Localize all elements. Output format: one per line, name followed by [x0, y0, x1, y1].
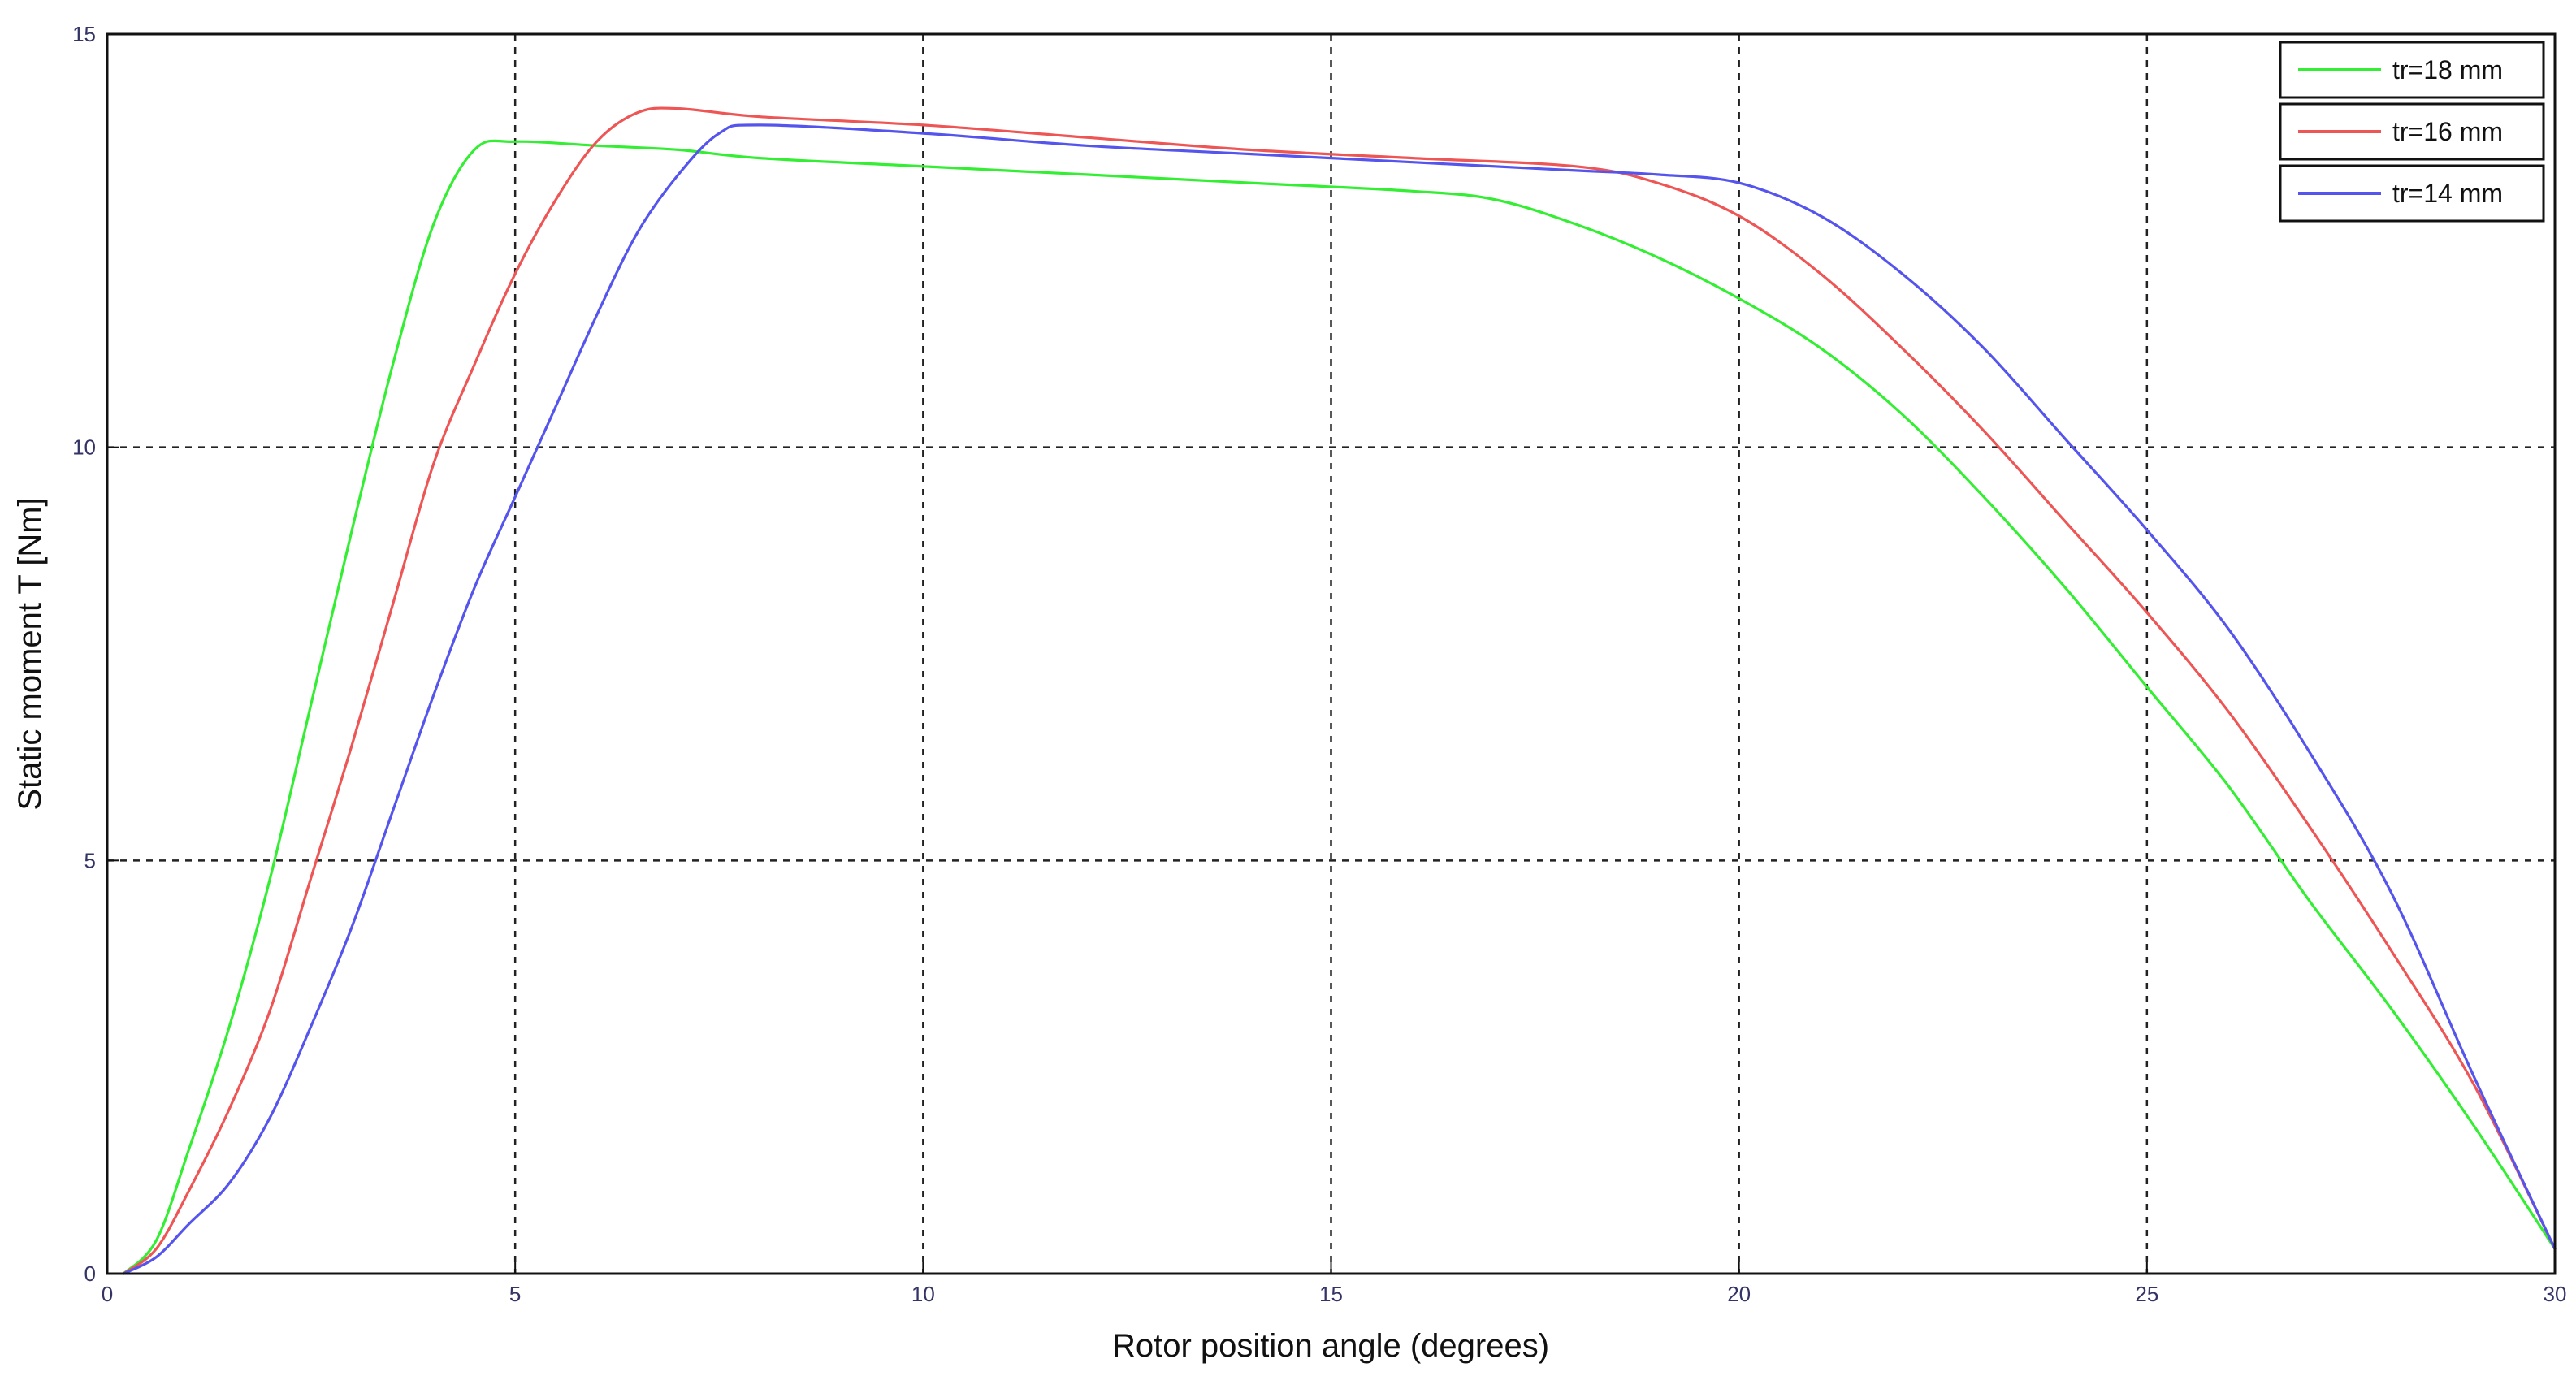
x-tick-label: 15 [1319, 1282, 1343, 1306]
y-tick-label: 15 [72, 22, 96, 46]
series-line-tr-14-mm [122, 123, 2557, 1275]
legend-label: tr=14 mm [2392, 179, 2503, 208]
series-line-tr-16-mm [122, 106, 2557, 1275]
legend: tr=18 mm tr=16 mm tr=14 mm [2279, 41, 2545, 223]
x-tick-label: 0 [102, 1282, 113, 1306]
legend-entry: tr=16 mm [2279, 102, 2545, 161]
y-tick-label: 0 [84, 1261, 96, 1286]
legend-label: tr=16 mm [2392, 117, 2503, 146]
y-tick-label: 10 [72, 435, 96, 460]
x-axis-title: Rotor position angle (degrees) [1112, 1328, 1549, 1364]
series-line-tr-18-mm [122, 139, 2557, 1275]
x-tick-label: 20 [1727, 1282, 1751, 1306]
legend-box [2279, 102, 2545, 161]
series-lines [122, 106, 2557, 1275]
grid-lines [107, 34, 2555, 1274]
x-tick-label: 30 [2544, 1282, 2567, 1306]
x-tick-label: 10 [911, 1282, 935, 1306]
legend-entry: tr=18 mm [2279, 41, 2545, 99]
x-tick-label: 25 [2135, 1282, 2158, 1306]
legend-label: tr=18 mm [2392, 55, 2503, 84]
y-tick-label: 5 [84, 848, 96, 872]
y-axis-title: Static moment T [Nm] [12, 497, 48, 810]
x-tick-label: 5 [509, 1282, 521, 1306]
legend-entry: tr=14 mm [2279, 164, 2545, 223]
tick-labels: 0 5 10 15 20 25 30 0 5 10 15 [72, 22, 2566, 1306]
